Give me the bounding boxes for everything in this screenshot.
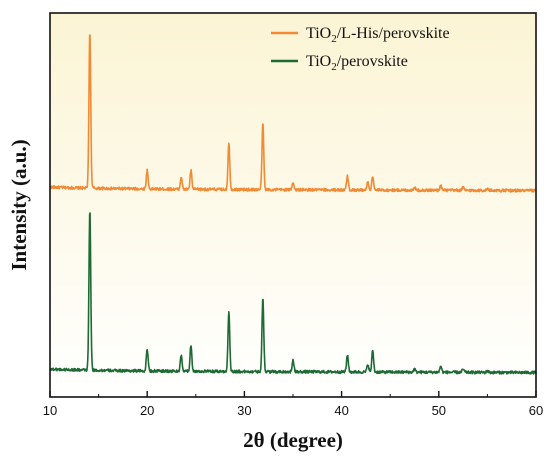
legend-label-1: TiO2/L-His/perovskite (306, 25, 450, 45)
x-tick-label: 10 (43, 403, 57, 418)
x-tick-label: 60 (529, 403, 543, 418)
x-tick-label: 20 (140, 403, 154, 418)
x-axis: 10 20 30 40 50 60 (43, 391, 543, 418)
legend-label-2: TiO2/perovskite (306, 53, 408, 73)
x-tick-label: 50 (432, 403, 446, 418)
x-tick-label: 30 (237, 403, 251, 418)
plot-background (50, 13, 536, 397)
series-line-2 (49, 212, 537, 375)
y-axis-title: Intensity (a.u.) (7, 139, 31, 270)
series-layer (49, 34, 537, 375)
series-line-1 (49, 34, 537, 193)
legend: TiO2/L-His/perovskite TiO2/perovskite (271, 25, 450, 73)
x-axis-title: 2θ (degree) (243, 428, 343, 452)
x-tick-label: 40 (334, 403, 348, 418)
